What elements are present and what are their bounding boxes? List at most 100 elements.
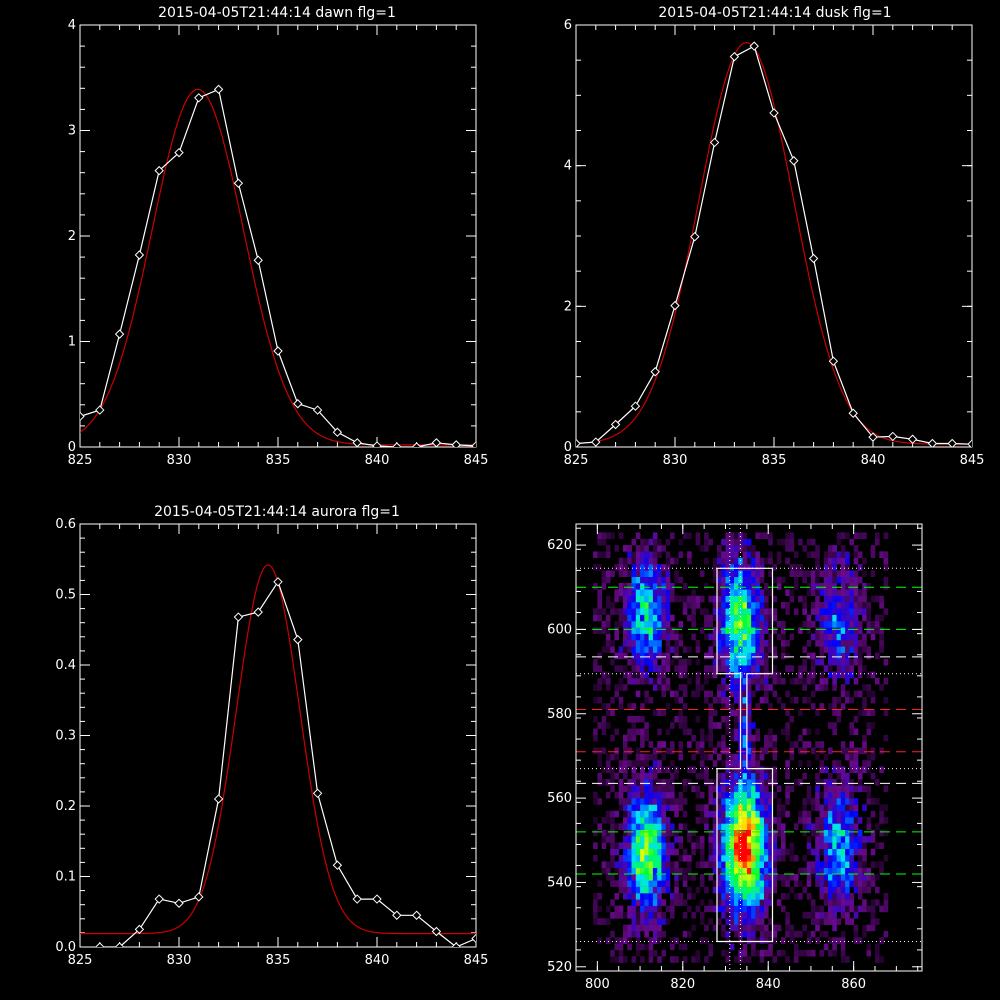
image-pixel [618,646,624,653]
image-pixel [853,842,859,849]
image-pixel [742,893,748,900]
image-pixel [729,633,735,641]
image-pixel [725,753,731,761]
image-pixel [670,589,675,596]
image-pixel [845,842,850,849]
image-pixel [823,595,829,603]
image-pixel [729,817,735,824]
image-pixel [815,545,820,552]
image-pixel [828,621,833,628]
image-pixel [746,583,752,590]
image-pixel [674,810,679,818]
image-pixel [712,614,718,622]
image-pixel [691,690,696,698]
image-pixel [742,918,748,925]
image-pixel [755,684,760,691]
image-pixel [661,880,666,887]
image-pixel [640,760,645,767]
dusk-data-point [670,300,680,311]
image-pixel [772,741,778,748]
image-pixel [819,949,825,957]
image-pixel [708,614,713,622]
image-pixel [734,551,739,558]
image-pixel [840,930,846,938]
image-pixel [721,817,726,824]
image-pixel [883,557,889,565]
image-pixel [704,690,709,698]
image-pixel [618,785,624,793]
image-pixel [717,690,722,698]
aurora-data-point [293,634,303,645]
image-pixel [764,658,769,666]
image-pixel [828,633,833,641]
image-pixel [815,627,820,634]
image-pixel [605,753,611,761]
image-pixel [704,905,709,913]
image-pixel [665,608,671,615]
image-pixel [823,621,829,628]
image-pixel [721,791,726,799]
image-pixel [751,766,756,774]
image-pixel [751,949,756,957]
image-pixel [832,564,837,571]
image-pixel [601,621,607,628]
image-pixel [597,696,602,704]
image-pixel [764,741,769,748]
image-pixel [755,848,760,856]
image-pixel [670,779,675,786]
image-pixel [631,583,637,590]
image-pixel [605,684,611,691]
image-pixel [640,570,645,577]
image-pixel [721,747,726,755]
image-pixel [652,905,658,913]
dusk-x-tick-label: 835 [762,453,787,468]
image-pixel [725,899,731,906]
image-pixel [853,595,859,603]
image-pixel [815,557,820,565]
image-pixel [657,677,662,685]
image-pixel [734,874,739,881]
image-pixel [768,880,773,887]
image-pixel [802,658,807,666]
image-pixel [593,614,598,622]
image-pixel [845,804,850,811]
image-pixel [810,671,816,679]
image-pixel [661,690,666,698]
image-pixel [853,880,859,887]
image-pixel [738,608,743,615]
image-pixel [670,741,675,748]
image-pixel [759,779,765,786]
image-pixel [708,671,713,679]
image-pixel [661,627,666,634]
image-pixel [815,861,820,868]
image-pixel [845,772,850,780]
image-pixel [823,576,829,584]
image-pixel [618,912,624,919]
image-pixel [648,564,654,571]
image-pixel [768,728,773,736]
image-pixel [631,564,637,571]
image-pixel [721,715,726,723]
image-pixel [644,589,649,596]
image-pixel [657,861,662,868]
image-pixel [832,703,837,710]
image-pixel [832,924,837,932]
image-pixel [853,677,859,685]
image-pixel [789,595,795,603]
image-pixel [823,570,829,577]
image-pixel [618,595,624,603]
image-pixel [845,608,850,615]
image-pixel [623,760,628,767]
image-pixel [840,855,846,862]
image-pixel [840,646,846,653]
image-pixel [657,918,662,925]
image-pixel [665,728,671,736]
image-pixel [687,886,692,894]
image-pixel [712,779,718,786]
image-pixel [648,557,654,565]
image-pixel [879,766,884,774]
image-pixel [652,640,658,647]
dawn-data-point [233,178,244,188]
image-pixel [614,810,619,818]
aurora-data-point [154,894,164,904]
